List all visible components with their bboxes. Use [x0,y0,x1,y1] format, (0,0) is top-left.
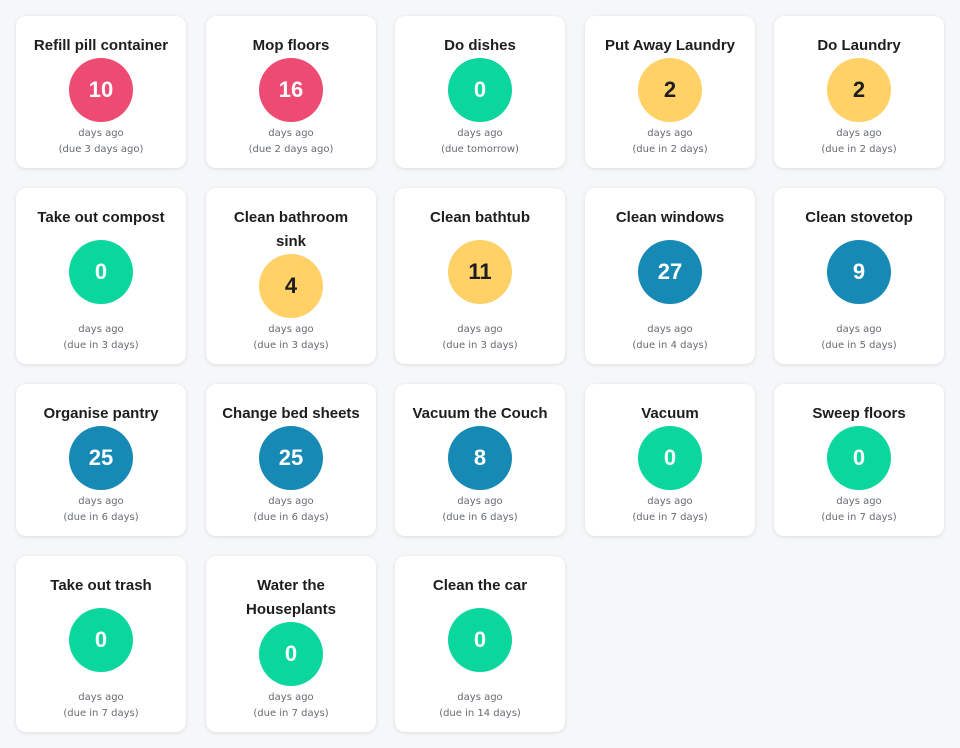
days-ago-label: days ago [457,128,503,139]
days-since-badge: 0 [448,608,512,672]
due-text: (due in 3 days) [442,340,518,351]
due-text: (due tomorrow) [441,144,519,155]
chore-title: Vacuum the Couch [412,405,548,422]
days-ago-label: days ago [268,128,314,139]
chore-card[interactable]: Clean windows 27 days ago (due in 4 days… [585,188,755,364]
due-text: (due 2 days ago) [248,144,334,155]
days-ago-label: days ago [647,128,693,139]
days-since-badge: 0 [69,608,133,672]
chore-title: Clean the car [432,577,528,594]
chore-card[interactable]: Clean bathroom sink 4 days ago (due in 3… [206,188,376,364]
days-ago-label: days ago [457,324,503,335]
due-text: (due in 3 days) [253,340,329,351]
chore-card[interactable]: Take out compost 0 days ago (due in 3 da… [16,188,186,364]
due-text: (due 3 days ago) [58,144,144,155]
days-ago-label: days ago [78,128,124,139]
due-text: (due in 7 days) [821,512,897,523]
days-ago-label: days ago [457,692,503,703]
chore-card[interactable]: Change bed sheets 25 days ago (due in 6 … [206,384,376,536]
days-ago-label: days ago [268,324,314,335]
days-ago-label: days ago [268,496,314,507]
chore-card[interactable]: Organise pantry 25 days ago (due in 6 da… [16,384,186,536]
chore-title: Sweep floors [812,405,906,422]
due-text: (due in 3 days) [63,340,139,351]
due-text: (due in 14 days) [439,708,521,719]
days-since-badge: 11 [448,240,512,304]
days-ago-label: days ago [836,128,882,139]
due-text: (due in 7 days) [63,708,139,719]
chore-card[interactable]: Refill pill container 10 days ago (due 3… [16,16,186,168]
chore-title: Mop floors [252,37,330,54]
days-ago-label: days ago [647,496,693,507]
due-text: (due in 2 days) [821,144,897,155]
days-ago-label: days ago [78,324,124,335]
days-ago-label: days ago [457,496,503,507]
days-since-badge: 0 [448,58,512,122]
chore-card[interactable]: Clean stovetop 9 days ago (due in 5 days… [774,188,944,364]
days-ago-label: days ago [647,324,693,335]
days-since-badge: 10 [69,58,133,122]
chore-title: Refill pill container [33,37,169,54]
chore-card[interactable]: Do dishes 0 days ago (due tomorrow) [395,16,565,168]
days-ago-label: days ago [836,324,882,335]
chore-title: Vacuum [641,405,699,422]
chore-card[interactable]: Do Laundry 2 days ago (due in 2 days) [774,16,944,168]
days-since-badge: 27 [638,240,702,304]
due-text: (due in 4 days) [632,340,708,351]
days-since-badge: 0 [827,426,891,490]
chore-title: Clean bathroom sink [233,209,349,250]
chore-card[interactable]: Vacuum 0 days ago (due in 7 days) [585,384,755,536]
days-since-badge: 25 [69,426,133,490]
days-since-badge: 0 [259,622,323,686]
days-ago-label: days ago [78,692,124,703]
days-since-badge: 0 [69,240,133,304]
chore-card[interactable]: Take out trash 0 days ago (due in 7 days… [16,556,186,732]
days-since-badge: 2 [827,58,891,122]
days-since-badge: 9 [827,240,891,304]
chore-title: Do dishes [444,37,516,54]
chore-title: Do Laundry [817,37,901,54]
due-text: (due in 7 days) [253,708,329,719]
due-text: (due in 6 days) [442,512,518,523]
due-text: (due in 6 days) [253,512,329,523]
chore-card[interactable]: Put Away Laundry 2 days ago (due in 2 da… [585,16,755,168]
chore-title: Take out compost [37,209,165,226]
chore-title: Clean bathtub [430,209,530,226]
chore-title: Change bed sheets [222,405,360,422]
chore-title: Clean stovetop [805,209,913,226]
days-since-badge: 4 [259,254,323,318]
days-since-badge: 8 [448,426,512,490]
days-since-badge: 0 [638,426,702,490]
days-since-badge: 2 [638,58,702,122]
chore-title: Organise pantry [43,405,159,422]
chore-card[interactable]: Sweep floors 0 days ago (due in 7 days) [774,384,944,536]
days-ago-label: days ago [836,496,882,507]
chore-title: Clean windows [615,209,725,226]
due-text: (due in 7 days) [632,512,708,523]
days-since-badge: 25 [259,426,323,490]
days-ago-label: days ago [268,692,314,703]
chore-card[interactable]: Clean bathtub 11 days ago (due in 3 days… [395,188,565,364]
due-text: (due in 6 days) [63,512,139,523]
due-text: (due in 2 days) [632,144,708,155]
chore-title: Water the Houseplants [245,577,336,618]
chore-card[interactable]: Water the Houseplants 0 days ago (due in… [206,556,376,732]
due-text: (due in 5 days) [821,340,897,351]
days-ago-label: days ago [78,496,124,507]
chore-title: Take out trash [50,577,152,594]
chore-card[interactable]: Clean the car 0 days ago (due in 14 days… [395,556,565,732]
chore-title: Put Away Laundry [604,37,736,54]
chore-card[interactable]: Vacuum the Couch 8 days ago (due in 6 da… [395,384,565,536]
chore-card[interactable]: Mop floors 16 days ago (due 2 days ago) [206,16,376,168]
days-since-badge: 16 [259,58,323,122]
